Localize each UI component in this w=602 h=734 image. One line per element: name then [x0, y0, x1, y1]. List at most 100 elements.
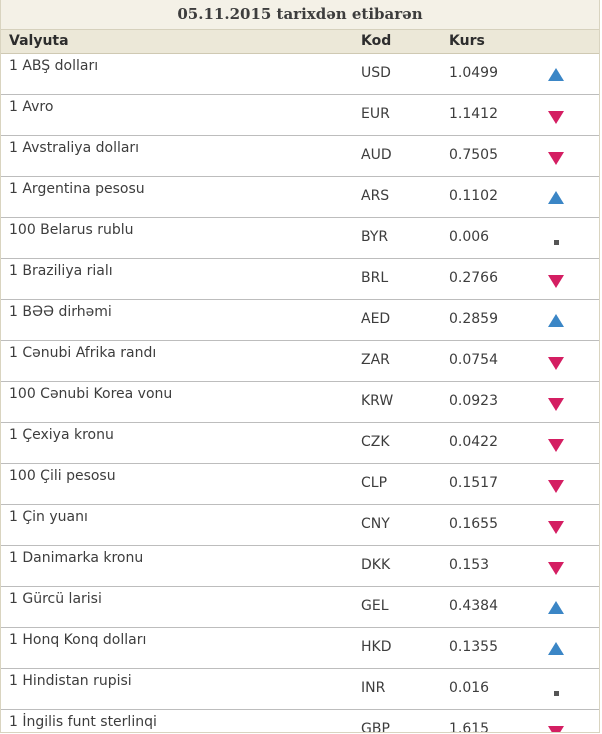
currency-rate: 1.0499 — [449, 65, 498, 81]
currency-code: EUR — [361, 106, 390, 122]
table-body: 1 ABŞ dolları USD 1.0499 1 Avro EUR 1.1412 1 A… — [1, 54, 599, 733]
currency-code: CNY — [361, 516, 390, 532]
trend-cell — [541, 587, 599, 627]
triangle-down-icon — [548, 439, 564, 452]
table-row: 1 İngilis funt sterlinqi GBP 1.615 — [1, 710, 599, 733]
currency-name: 1 Argentina pesosu — [9, 181, 145, 197]
currency-name: 1 Honq Konq dolları — [9, 632, 147, 648]
currency-code: GBP — [361, 721, 390, 733]
table-row: 1 Çexiya kronu CZK 0.0422 — [1, 423, 599, 464]
currency-rate: 0.2766 — [449, 270, 498, 286]
currency-code: HKD — [361, 639, 392, 655]
currency-rate: 0.2859 — [449, 311, 498, 327]
currency-rate: 0.006 — [449, 229, 490, 245]
triangle-up-icon — [548, 191, 564, 204]
table-row: 1 Cənubi Afrika randı ZAR 0.0754 — [1, 341, 599, 382]
header-trend — [541, 30, 599, 53]
currency-rate: 0.016 — [449, 680, 490, 696]
currency-rate: 0.1355 — [449, 639, 498, 655]
triangle-down-icon — [548, 398, 564, 411]
currency-name: 1 Avro — [9, 99, 54, 115]
currency-code: USD — [361, 65, 391, 81]
square-icon — [554, 240, 559, 245]
header-currency: Valyuta — [9, 33, 69, 49]
trend-cell — [541, 628, 599, 668]
trend-cell — [541, 341, 599, 381]
currency-name: 1 BƏƏ dirhəmi — [9, 304, 112, 320]
table-row: 100 Cənubi Korea vonu KRW 0.0923 — [1, 382, 599, 423]
currency-code: DKK — [361, 557, 391, 573]
table-row: 1 Braziliya rialı BRL 0.2766 — [1, 259, 599, 300]
trend-cell — [541, 669, 599, 709]
table-row: 1 Avro EUR 1.1412 — [1, 95, 599, 136]
triangle-up-icon — [548, 314, 564, 327]
table-title: 05.11.2015 tarixdən etibarən — [1, 0, 599, 30]
currency-rate: 0.4384 — [449, 598, 498, 614]
triangle-down-icon — [548, 562, 564, 575]
currency-rate: 0.0422 — [449, 434, 498, 450]
currency-rate: 0.7505 — [449, 147, 498, 163]
trend-cell — [541, 95, 599, 135]
currency-name: 1 Hindistan rupisi — [9, 673, 132, 689]
currency-name: 1 İngilis funt sterlinqi — [9, 714, 157, 730]
header-rate: Kurs — [449, 33, 485, 49]
currency-name: 100 Cənubi Korea vonu — [9, 386, 173, 402]
square-icon — [554, 691, 559, 696]
trend-cell — [541, 464, 599, 504]
currency-rate: 0.153 — [449, 557, 490, 573]
trend-cell — [541, 259, 599, 299]
triangle-up-icon — [548, 642, 564, 655]
currency-code: CLP — [361, 475, 388, 491]
table-row: 1 Argentina pesosu ARS 0.1102 — [1, 177, 599, 218]
triangle-down-icon — [548, 111, 564, 124]
currency-name: 100 Belarus rublu — [9, 222, 134, 238]
trend-cell — [541, 546, 599, 586]
table-row: 1 Honq Konq dolları HKD 0.1355 — [1, 628, 599, 669]
currency-rate: 0.1102 — [449, 188, 498, 204]
trend-cell — [541, 423, 599, 463]
table-row: 1 Gürcü larisi GEL 0.4384 — [1, 587, 599, 628]
triangle-down-icon — [548, 152, 564, 165]
table-row: 1 Danimarka kronu DKK 0.153 — [1, 546, 599, 587]
currency-code: INR — [361, 680, 386, 696]
currency-name: 1 ABŞ dolları — [9, 58, 99, 74]
trend-cell — [541, 710, 599, 732]
table-header: Valyuta Kod Kurs — [1, 30, 599, 54]
triangle-down-icon — [548, 480, 564, 493]
currency-code: AUD — [361, 147, 392, 163]
currency-code: KRW — [361, 393, 394, 409]
currency-rate: 0.1655 — [449, 516, 498, 532]
currency-code: ARS — [361, 188, 390, 204]
currency-name: 100 Çili pesosu — [9, 468, 116, 484]
trend-cell — [541, 136, 599, 176]
trend-cell — [541, 382, 599, 422]
currency-rate: 0.1517 — [449, 475, 498, 491]
trend-cell — [541, 218, 599, 258]
currency-name: 1 Braziliya rialı — [9, 263, 113, 279]
table-row: 1 Avstraliya dolları AUD 0.7505 — [1, 136, 599, 177]
trend-cell — [541, 177, 599, 217]
triangle-up-icon — [548, 601, 564, 614]
currency-rate: 0.0754 — [449, 352, 498, 368]
currency-code: ZAR — [361, 352, 390, 368]
currency-code: BRL — [361, 270, 389, 286]
currency-rate: 0.0923 — [449, 393, 498, 409]
currency-name: 1 Cənubi Afrika randı — [9, 345, 157, 361]
triangle-down-icon — [548, 521, 564, 534]
currency-code: AED — [361, 311, 391, 327]
currency-name: 1 Avstraliya dolları — [9, 140, 140, 156]
triangle-down-icon — [548, 275, 564, 288]
header-code: Kod — [361, 33, 392, 49]
table-row: 1 Hindistan rupisi INR 0.016 — [1, 669, 599, 710]
currency-code: BYR — [361, 229, 389, 245]
currency-name: 1 Çexiya kronu — [9, 427, 114, 443]
currency-code: CZK — [361, 434, 390, 450]
table-row: 1 ABŞ dolları USD 1.0499 — [1, 54, 599, 95]
table-row: 1 BƏƏ dirhəmi AED 0.2859 — [1, 300, 599, 341]
triangle-down-icon — [548, 726, 564, 732]
table-row: 1 Çin yuanı CNY 0.1655 — [1, 505, 599, 546]
currency-name: 1 Gürcü larisi — [9, 591, 102, 607]
table-row: 100 Belarus rublu BYR 0.006 — [1, 218, 599, 259]
table-row: 100 Çili pesosu CLP 0.1517 — [1, 464, 599, 505]
